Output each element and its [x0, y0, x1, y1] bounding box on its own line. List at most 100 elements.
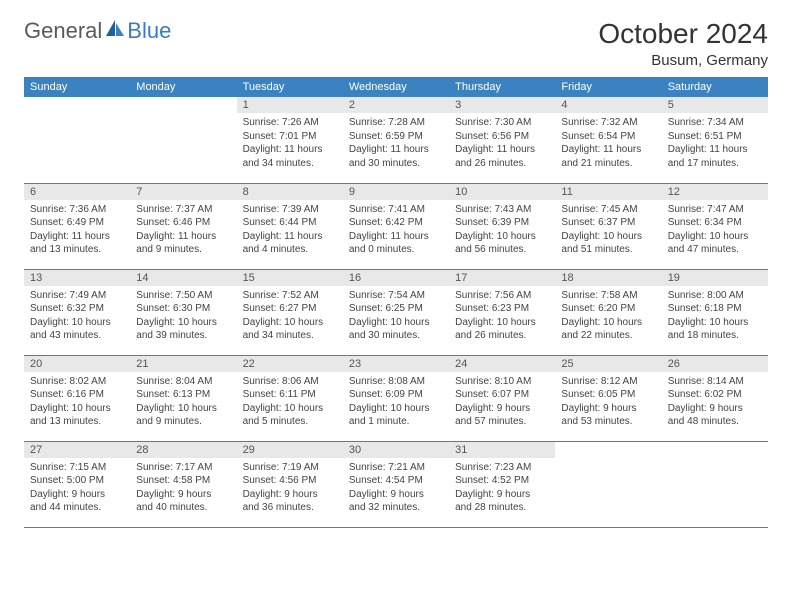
day-details: Sunrise: 7:23 AMSunset: 4:52 PMDaylight:…: [449, 458, 555, 519]
day-number: 19: [662, 270, 768, 286]
day-details: Sunrise: 8:08 AMSunset: 6:09 PMDaylight:…: [343, 372, 449, 433]
day-details: Sunrise: 7:17 AMSunset: 4:58 PMDaylight:…: [130, 458, 236, 519]
day-number: 8: [237, 184, 343, 200]
day-details: Sunrise: 8:12 AMSunset: 6:05 PMDaylight:…: [555, 372, 661, 433]
day-details: Sunrise: 8:04 AMSunset: 6:13 PMDaylight:…: [130, 372, 236, 433]
calendar-cell-empty: ..: [662, 441, 768, 527]
day-details: Sunrise: 7:32 AMSunset: 6:54 PMDaylight:…: [555, 113, 661, 174]
calendar-cell-empty: ..: [24, 97, 130, 183]
day-number: 15: [237, 270, 343, 286]
weekday-header: Friday: [555, 77, 661, 97]
day-details: Sunrise: 7:19 AMSunset: 4:56 PMDaylight:…: [237, 458, 343, 519]
day-details: Sunrise: 7:45 AMSunset: 6:37 PMDaylight:…: [555, 200, 661, 261]
title-block: October 2024 Busum, Germany: [598, 18, 768, 69]
day-details: Sunrise: 7:54 AMSunset: 6:25 PMDaylight:…: [343, 286, 449, 347]
day-number: 30: [343, 442, 449, 458]
day-number: 21: [130, 356, 236, 372]
day-number: 29: [237, 442, 343, 458]
day-details: Sunrise: 7:49 AMSunset: 6:32 PMDaylight:…: [24, 286, 130, 347]
calendar-row: ....1Sunrise: 7:26 AMSunset: 7:01 PMDayl…: [24, 97, 768, 183]
calendar-cell: 10Sunrise: 7:43 AMSunset: 6:39 PMDayligh…: [449, 183, 555, 269]
calendar-cell: 17Sunrise: 7:56 AMSunset: 6:23 PMDayligh…: [449, 269, 555, 355]
weekday-header: Thursday: [449, 77, 555, 97]
day-details: Sunrise: 7:28 AMSunset: 6:59 PMDaylight:…: [343, 113, 449, 174]
calendar-cell: 5Sunrise: 7:34 AMSunset: 6:51 PMDaylight…: [662, 97, 768, 183]
calendar-table: Sunday Monday Tuesday Wednesday Thursday…: [24, 77, 768, 528]
calendar-cell: 23Sunrise: 8:08 AMSunset: 6:09 PMDayligh…: [343, 355, 449, 441]
day-details: Sunrise: 7:15 AMSunset: 5:00 PMDaylight:…: [24, 458, 130, 519]
day-number: 12: [662, 184, 768, 200]
day-number: 9: [343, 184, 449, 200]
logo-blue-text: Blue: [127, 18, 171, 44]
day-details: Sunrise: 8:10 AMSunset: 6:07 PMDaylight:…: [449, 372, 555, 433]
calendar-cell: 26Sunrise: 8:14 AMSunset: 6:02 PMDayligh…: [662, 355, 768, 441]
day-details: Sunrise: 8:06 AMSunset: 6:11 PMDaylight:…: [237, 372, 343, 433]
calendar-cell: 19Sunrise: 8:00 AMSunset: 6:18 PMDayligh…: [662, 269, 768, 355]
logo-sail-icon: [105, 19, 125, 42]
day-details: Sunrise: 7:52 AMSunset: 6:27 PMDaylight:…: [237, 286, 343, 347]
calendar-cell: 27Sunrise: 7:15 AMSunset: 5:00 PMDayligh…: [24, 441, 130, 527]
day-number: 11: [555, 184, 661, 200]
day-details: Sunrise: 8:02 AMSunset: 6:16 PMDaylight:…: [24, 372, 130, 433]
day-details: Sunrise: 7:26 AMSunset: 7:01 PMDaylight:…: [237, 113, 343, 174]
day-details: Sunrise: 7:37 AMSunset: 6:46 PMDaylight:…: [130, 200, 236, 261]
calendar-cell: 25Sunrise: 8:12 AMSunset: 6:05 PMDayligh…: [555, 355, 661, 441]
day-number: 25: [555, 356, 661, 372]
calendar-cell: 7Sunrise: 7:37 AMSunset: 6:46 PMDaylight…: [130, 183, 236, 269]
calendar-cell: 18Sunrise: 7:58 AMSunset: 6:20 PMDayligh…: [555, 269, 661, 355]
day-number: 14: [130, 270, 236, 286]
calendar-cell: 29Sunrise: 7:19 AMSunset: 4:56 PMDayligh…: [237, 441, 343, 527]
day-number: 10: [449, 184, 555, 200]
day-details: Sunrise: 8:14 AMSunset: 6:02 PMDaylight:…: [662, 372, 768, 433]
day-number: 16: [343, 270, 449, 286]
brand-logo: General Blue: [24, 18, 171, 44]
day-number: 4: [555, 97, 661, 113]
day-number: 1: [237, 97, 343, 113]
day-number: 20: [24, 356, 130, 372]
day-details: Sunrise: 7:47 AMSunset: 6:34 PMDaylight:…: [662, 200, 768, 261]
calendar-cell: 20Sunrise: 8:02 AMSunset: 6:16 PMDayligh…: [24, 355, 130, 441]
calendar-cell: 6Sunrise: 7:36 AMSunset: 6:49 PMDaylight…: [24, 183, 130, 269]
calendar-cell: 24Sunrise: 8:10 AMSunset: 6:07 PMDayligh…: [449, 355, 555, 441]
weekday-header: Monday: [130, 77, 236, 97]
calendar-row: 27Sunrise: 7:15 AMSunset: 5:00 PMDayligh…: [24, 441, 768, 527]
day-number: 23: [343, 356, 449, 372]
day-number: 5: [662, 97, 768, 113]
day-number: 17: [449, 270, 555, 286]
calendar-cell: 12Sunrise: 7:47 AMSunset: 6:34 PMDayligh…: [662, 183, 768, 269]
calendar-cell-empty: ..: [130, 97, 236, 183]
weekday-header: Sunday: [24, 77, 130, 97]
page-header: General Blue October 2024 Busum, Germany: [24, 18, 768, 69]
day-details: Sunrise: 7:21 AMSunset: 4:54 PMDaylight:…: [343, 458, 449, 519]
calendar-cell: 11Sunrise: 7:45 AMSunset: 6:37 PMDayligh…: [555, 183, 661, 269]
day-number: 28: [130, 442, 236, 458]
calendar-cell: 2Sunrise: 7:28 AMSunset: 6:59 PMDaylight…: [343, 97, 449, 183]
calendar-row: 13Sunrise: 7:49 AMSunset: 6:32 PMDayligh…: [24, 269, 768, 355]
day-details: Sunrise: 7:30 AMSunset: 6:56 PMDaylight:…: [449, 113, 555, 174]
calendar-cell: 28Sunrise: 7:17 AMSunset: 4:58 PMDayligh…: [130, 441, 236, 527]
calendar-cell: 15Sunrise: 7:52 AMSunset: 6:27 PMDayligh…: [237, 269, 343, 355]
weekday-header: Tuesday: [237, 77, 343, 97]
day-details: Sunrise: 7:36 AMSunset: 6:49 PMDaylight:…: [24, 200, 130, 261]
weekday-header-row: Sunday Monday Tuesday Wednesday Thursday…: [24, 77, 768, 97]
day-number: 31: [449, 442, 555, 458]
calendar-cell: 30Sunrise: 7:21 AMSunset: 4:54 PMDayligh…: [343, 441, 449, 527]
day-number: 6: [24, 184, 130, 200]
calendar-cell: 9Sunrise: 7:41 AMSunset: 6:42 PMDaylight…: [343, 183, 449, 269]
day-number: 26: [662, 356, 768, 372]
calendar-cell: 22Sunrise: 8:06 AMSunset: 6:11 PMDayligh…: [237, 355, 343, 441]
calendar-cell: 13Sunrise: 7:49 AMSunset: 6:32 PMDayligh…: [24, 269, 130, 355]
weekday-header: Wednesday: [343, 77, 449, 97]
calendar-cell: 3Sunrise: 7:30 AMSunset: 6:56 PMDaylight…: [449, 97, 555, 183]
calendar-cell: 31Sunrise: 7:23 AMSunset: 4:52 PMDayligh…: [449, 441, 555, 527]
logo-general-text: General: [24, 18, 102, 44]
day-number: 27: [24, 442, 130, 458]
calendar-cell: 16Sunrise: 7:54 AMSunset: 6:25 PMDayligh…: [343, 269, 449, 355]
day-number: 18: [555, 270, 661, 286]
day-details: Sunrise: 8:00 AMSunset: 6:18 PMDaylight:…: [662, 286, 768, 347]
calendar-cell: 1Sunrise: 7:26 AMSunset: 7:01 PMDaylight…: [237, 97, 343, 183]
day-number: 3: [449, 97, 555, 113]
day-details: Sunrise: 7:56 AMSunset: 6:23 PMDaylight:…: [449, 286, 555, 347]
calendar-row: 20Sunrise: 8:02 AMSunset: 6:16 PMDayligh…: [24, 355, 768, 441]
day-details: Sunrise: 7:41 AMSunset: 6:42 PMDaylight:…: [343, 200, 449, 261]
